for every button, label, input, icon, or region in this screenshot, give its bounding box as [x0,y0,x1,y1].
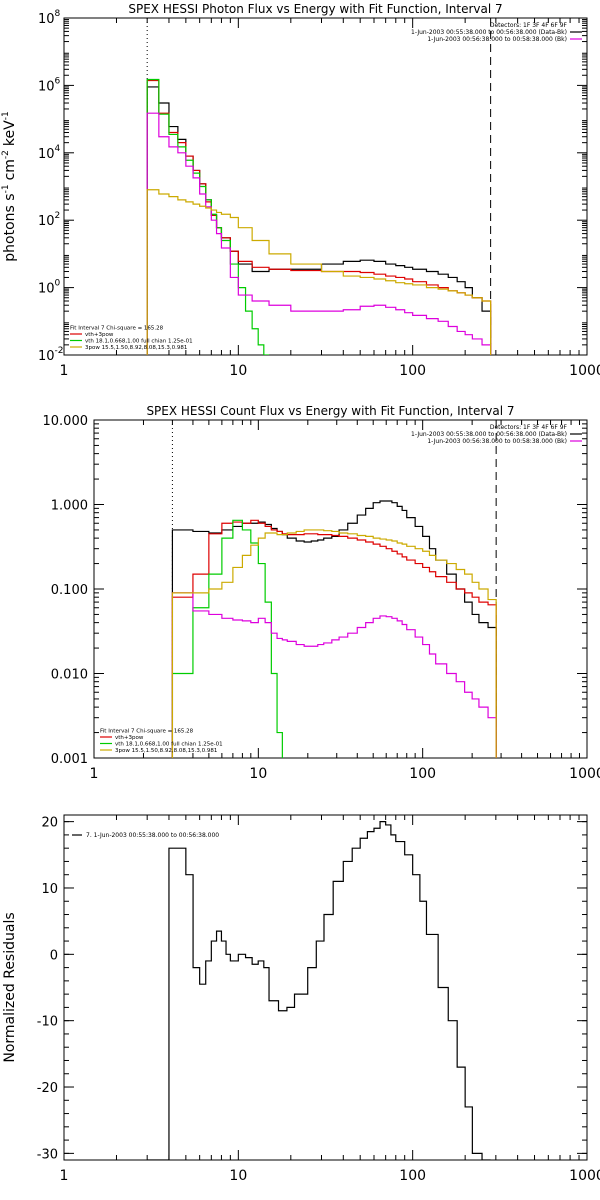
y-tick-base: 10 [38,282,55,297]
y-tick-exp: -2 [55,346,64,356]
y-tick-exp: 8 [55,9,61,19]
y-tick-label: -30 [37,1147,58,1162]
legend-bottom-left-text: Fit Interval 7 Chi-square = 165.28 [100,729,194,735]
x-tick-label: 10 [249,766,267,782]
series-5-line [171,529,497,758]
chart-1: SPEX HESSI Photon Flux vs Energy with Fi… [1,2,600,379]
y-tick-label: 10.000 [43,414,89,429]
plot-frame [93,419,588,759]
series-1-line [147,821,491,1160]
plot-frame [63,17,588,356]
series-group [147,821,491,1160]
y-tick-base: 10 [38,349,55,364]
x-tick-label: 1 [60,1168,69,1184]
series-4-line [146,112,492,355]
legend-bottom-left-text: vth 18.1,0.668,1.00 full chian 1.25e-01 [115,742,223,748]
y-axis-label: photons s-1cm-2keV-1 [1,111,18,261]
y-axis-label-kev_exp: -1 [1,111,11,120]
legend-bottom-left-text: vth+3pow [115,735,144,741]
y-tick-label: 104 [38,144,61,162]
x-tick-label: 1 [60,363,69,379]
y-tick-base: 10 [38,12,55,27]
y-tick-base: 10 [38,147,55,162]
y-tick-exp: 0 [55,279,61,289]
y-tick-label: 0.001 [51,752,88,767]
series-1-line [146,86,492,355]
series-4-line [171,592,497,758]
legend-top-left-text: 7. 1-Jun-2003 00:55:38.000 to 00:56:38.0… [86,832,219,839]
y-axis-label-main: Normalized Residuals [2,912,18,1062]
legend-top-right-text: 1-Jun-2003 00:56:38.000 to 00:58:38.000 … [427,36,567,43]
series-group [146,78,492,355]
legend-top-right-text: Detectors: 1F 3F 4F 6F 9F [490,424,568,431]
chart-title: SPEX HESSI Photon Flux vs Energy with Fi… [128,2,502,16]
y-axis-label: Normalized Residuals [2,912,18,1062]
chart-2: SPEX HESSI Count Flux vs Energy with Fit… [43,404,600,782]
plot-frame [63,814,588,1161]
y-axis-label-main: photons s [2,193,18,261]
legend-bottom-left-text: 3pow 15.5,1.50,8.92,8.08,15.3,0.981 [85,345,187,351]
series-3-line [171,519,283,758]
y-tick-label: 0 [50,948,58,963]
y-axis-label-cm_exp: -2 [1,150,11,159]
legend-top-right-text: 1-Jun-2003 00:55:38.000 to 00:56:38.000 … [411,29,567,36]
x-tick-label: 10 [229,363,247,379]
legend-bottom-left-text: vth+3pow [85,332,114,338]
y-tick-label: -10 [37,1015,58,1030]
series-group [171,500,497,758]
y-axis-label-cm: cm [2,159,18,180]
y-tick-label: 106 [38,76,61,94]
y-tick-base: 10 [38,79,55,94]
y-tick-label: 102 [38,211,60,229]
legend-bottom-left-text: vth 18.1,0.668,1.00 full chian 1.25e-01 [85,339,193,345]
y-tick-exp: 6 [55,76,61,86]
legend-top-right-text: 1-Jun-2003 00:55:38.000 to 00:56:38.000 … [411,431,567,438]
y-tick-label: 1.000 [51,499,88,514]
series-2-line [171,519,497,758]
y-tick-label: -20 [37,1081,58,1096]
chart-title: SPEX HESSI Count Flux vs Energy with Fit… [146,404,514,418]
series-3-line [146,78,270,355]
x-tick-label: 10 [229,1168,247,1184]
y-axis-label-kev: keV [2,120,18,146]
y-tick-label: 100 [38,279,61,297]
y-axis-label-s_exp: -1 [1,184,11,193]
x-tick-label: 100 [399,1168,426,1184]
legend-bottom-left-text: Fit Interval 7 Chi-square = 165.28 [70,326,164,332]
y-tick-exp: 4 [55,144,61,154]
y-tick-label: 20 [41,816,58,831]
y-tick-label: 0.010 [51,668,88,683]
legend-top-right-text: Detectors: 1F 3F 4F 6F 9F [490,22,568,29]
x-tick-label: 100 [409,766,436,782]
y-tick-label: 10-2 [38,346,64,364]
legend-top-right-text: 1-Jun-2003 00:56:38.000 to 00:58:38.000 … [427,438,567,445]
y-tick-exp: 2 [55,211,61,221]
y-tick-label: 10 [41,882,58,897]
x-tick-label: 1 [90,766,99,782]
y-tick-label: 0.100 [51,583,88,598]
series-1-line [171,500,497,758]
y-tick-base: 10 [38,214,55,229]
x-tick-label: 100 [399,363,426,379]
series-2-line [146,79,492,355]
series-5-line [146,189,492,355]
legend-bottom-left-text: 3pow 15.5,1.50,8.92,8.08,15.3,0.981 [115,748,217,754]
y-tick-label: 108 [38,9,61,27]
